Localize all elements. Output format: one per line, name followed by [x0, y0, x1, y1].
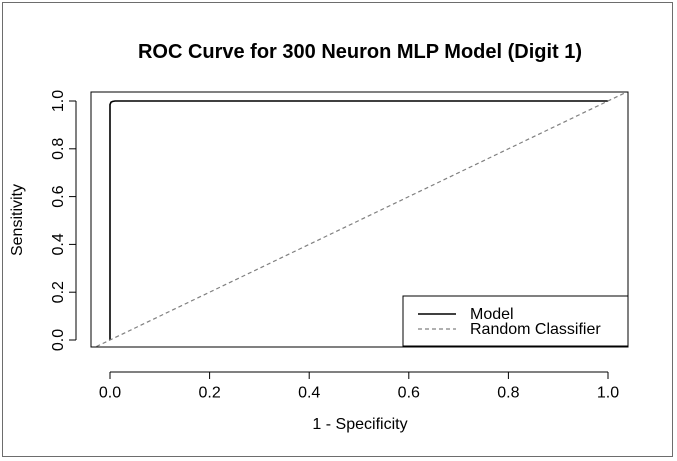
y-tick-label: 0.4 — [50, 233, 67, 255]
x-tick-label: 0.8 — [497, 384, 519, 401]
y-tick-label: 0.8 — [50, 138, 67, 160]
x-tick-label: 0.4 — [298, 384, 320, 401]
y-tick-label: 0.6 — [50, 185, 67, 207]
series-line-1 — [94, 92, 628, 347]
legend-label-0: Model — [470, 306, 514, 323]
x-tick-label: 0.6 — [398, 384, 420, 401]
plot-border — [90, 91, 629, 348]
legend-label-1: Random Classifier — [470, 321, 601, 338]
x-tick-label: 0.2 — [198, 384, 220, 401]
y-axis-label: Sensitivity — [9, 184, 26, 256]
plot-area: 0.0 0.2 0.4 0.6 0.8 1.0 0.0 0.2 0.4 0.6 0.8 1.0 — [50, 90, 629, 401]
series-line-0 — [109, 100, 608, 340]
y-tick-label: 0.0 — [50, 329, 67, 351]
legend-box — [402, 295, 629, 347]
figure-frame — [2, 2, 673, 457]
y-tick-label: 0.2 — [50, 281, 67, 303]
x-tick-label: 1.0 — [597, 384, 619, 401]
chart-title: ROC Curve for 300 Neuron MLP Model (Digi… — [138, 41, 582, 63]
y-tick-label: 1.0 — [50, 90, 67, 112]
x-axis-label: 1 - Specificity — [312, 416, 407, 433]
x-tick-label: 0.0 — [99, 384, 121, 401]
